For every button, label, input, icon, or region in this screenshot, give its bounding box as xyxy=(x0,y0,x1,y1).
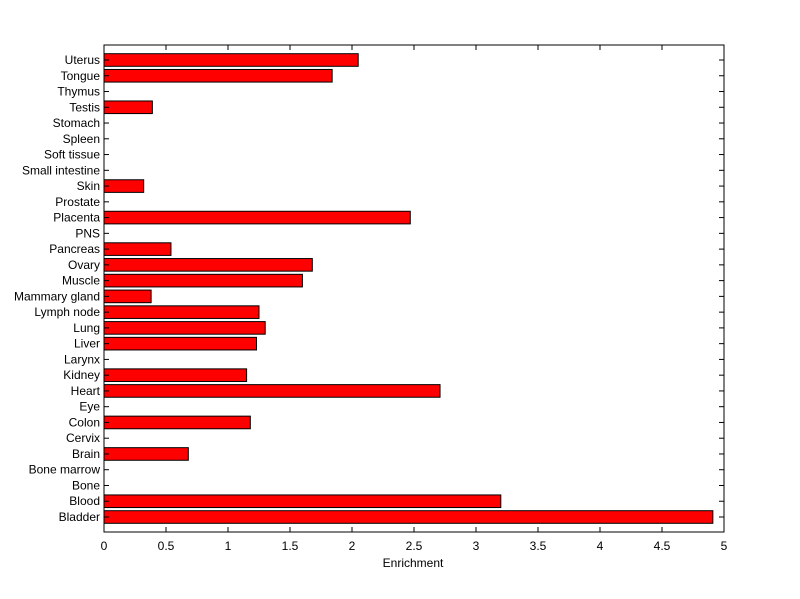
bar-testis xyxy=(103,100,153,115)
y-tick-label-blood: Blood xyxy=(69,494,100,508)
bar-kidney xyxy=(103,368,248,382)
y-tick-label-kidney: Kidney xyxy=(63,368,100,382)
y-tick-label-soft-tissue: Soft tissue xyxy=(44,148,100,162)
bar-uterus xyxy=(103,53,359,67)
x-axis-label: Enrichment xyxy=(383,556,444,570)
bar-ovary xyxy=(103,258,313,272)
x-ticks: 0 0.5 1 1.5 2 2.5 3 3.5 4 4.5 5 xyxy=(101,45,728,553)
bar-heart xyxy=(103,384,441,398)
y-tick-label-heart: Heart xyxy=(71,384,101,398)
bar-blood xyxy=(103,494,502,509)
x-tick-label-9: 4.5 xyxy=(654,539,671,553)
x-tick-label-8: 4 xyxy=(597,539,604,553)
bar-placenta xyxy=(103,210,411,225)
x-tick-label-4: 2 xyxy=(349,539,356,553)
y-tick-label-small-intestine: Small intestine xyxy=(22,163,100,177)
x-tick-label-5: 2.5 xyxy=(406,539,423,553)
y-tick-label-testis: Testis xyxy=(69,100,100,114)
bar-lymph-node xyxy=(103,305,260,319)
plot-frame xyxy=(103,44,725,533)
y-tick-label-brain: Brain xyxy=(72,447,100,461)
bar-brain xyxy=(103,447,189,461)
y-tick-label-pns: PNS xyxy=(75,226,100,240)
y-tick-label-lymph-node: Lymph node xyxy=(34,305,100,319)
x-tick-label-0: 0 xyxy=(101,539,108,553)
x-tick-label-1: 0.5 xyxy=(158,539,175,553)
y-tick-label-mammary-gland: Mammary gland xyxy=(14,289,100,303)
bar-lung xyxy=(103,321,266,335)
y-tick-label-liver: Liver xyxy=(74,337,100,351)
bar-pancreas xyxy=(103,242,172,256)
y-tick-label-larynx: Larynx xyxy=(64,352,100,366)
bar-colon xyxy=(103,415,251,430)
x-tick-label-3: 1.5 xyxy=(282,539,299,553)
bar-bladder xyxy=(103,510,714,524)
y-tick-label-pancreas: Pancreas xyxy=(49,242,100,256)
y-tick-label-spleen: Spleen xyxy=(63,132,100,146)
y-tick-label-ovary: Ovary xyxy=(68,258,100,272)
y-tick-label-skin: Skin xyxy=(77,179,100,193)
y-tick-label-bone-marrow: Bone marrow xyxy=(29,463,101,477)
y-tick-label-uterus: Uterus xyxy=(65,53,100,67)
bar-tongue xyxy=(103,68,333,83)
y-tick-label-thymus: Thymus xyxy=(57,85,100,99)
x-tick-label-7: 3.5 xyxy=(530,539,547,553)
bar-mammary-gland xyxy=(103,289,152,304)
y-tick-label-stomach: Stomach xyxy=(53,116,100,130)
y-tick-label-cervix: Cervix xyxy=(66,431,100,445)
y-tick-label-eye: Eye xyxy=(79,400,100,414)
y-tick-label-tongue: Tongue xyxy=(61,69,101,83)
x-tick-label-6: 3 xyxy=(473,539,480,553)
bar-muscle xyxy=(103,273,303,288)
y-tick-label-prostate: Prostate xyxy=(55,195,100,209)
x-tick-label-10: 5 xyxy=(721,539,728,553)
x-tick-label-2: 1 xyxy=(225,539,232,553)
y-tick-label-placenta: Placenta xyxy=(53,211,100,225)
y-tick-label-muscle: Muscle xyxy=(62,274,100,288)
bar-liver xyxy=(103,336,258,351)
y-tick-label-lung: Lung xyxy=(73,321,100,335)
y-tick-label-bladder: Bladder xyxy=(59,510,100,524)
plot-area xyxy=(104,45,724,532)
bar-skin xyxy=(103,179,145,193)
y-tick-label-colon: Colon xyxy=(69,415,100,429)
y-tick-label-bone: Bone xyxy=(72,478,100,492)
